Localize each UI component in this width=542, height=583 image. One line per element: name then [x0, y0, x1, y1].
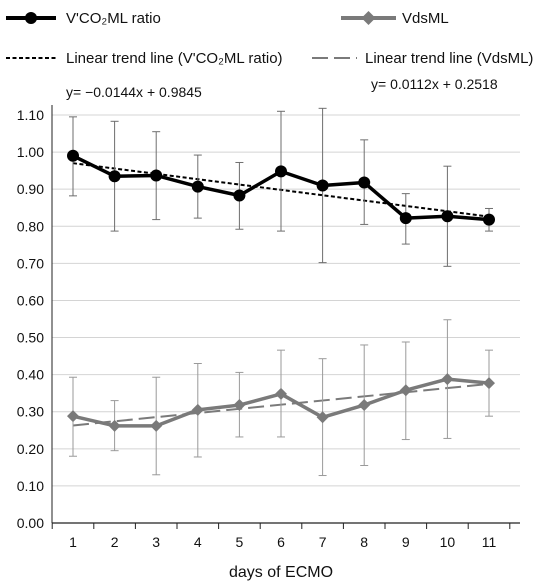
legend-swatch-vco2ml-marker [25, 12, 37, 24]
data-point-vco2ml [399, 212, 412, 225]
x-tick-label: 7 [319, 534, 327, 550]
y-tick-label: 1.00 [17, 144, 44, 160]
y-tick-label: 0.30 [17, 404, 44, 420]
legend-label-vco2ml: V'CO₂ML ratio [66, 10, 161, 27]
x-tick-label: 2 [111, 534, 119, 550]
data-point-vdsml [233, 399, 246, 412]
legend: V'CO₂ML ratio VdsML Linear trend line (V… [6, 10, 533, 67]
legend-item-vdsml: VdsML [341, 10, 449, 27]
data-point-vdsml [483, 377, 495, 390]
y-tick-label: 0.20 [17, 441, 44, 457]
legend-label-trend-vdsml: Linear trend line (VdsML) [365, 50, 533, 67]
y-tick-label: 0.90 [17, 181, 44, 197]
legend-item-trend-vco2ml: Linear trend line (V'CO₂ML ratio) [6, 50, 283, 67]
x-axis-label: days of ECMO [229, 564, 333, 581]
y-tick-label: 0.80 [17, 218, 44, 234]
data-point-vdsml [358, 399, 371, 412]
y-tick-label: 0.40 [17, 367, 44, 383]
data-point-vdsml [108, 419, 121, 432]
data-point-vco2ml [441, 210, 454, 223]
data-point-vdsml [441, 373, 454, 386]
x-tick-label: 5 [236, 534, 244, 550]
x-tick-label: 6 [277, 534, 285, 550]
data-point-vco2ml [316, 179, 329, 192]
data-point-vco2ml [191, 180, 204, 193]
y-tick-label: 0.60 [17, 292, 44, 308]
x-tick-label: 10 [440, 534, 456, 550]
y-tick-label: 0.70 [17, 255, 44, 271]
data-point-vco2ml [275, 165, 287, 178]
x-tick-label: 9 [402, 534, 410, 550]
legend-label-trend-vco2ml: Linear trend line (V'CO₂ML ratio) [66, 50, 283, 67]
data-point-vdsml [191, 403, 204, 416]
gridlines [52, 114, 520, 487]
data-point-vco2ml [108, 170, 121, 183]
y-tick-label: 0.00 [17, 515, 44, 531]
legend-swatch-vdsml-marker [361, 11, 376, 25]
x-tick-label: 8 [360, 534, 368, 550]
legend-item-trend-vdsml: Linear trend line (VdsML) [312, 50, 533, 67]
x-tick-label: 1 [69, 534, 77, 550]
y-tick-label: 0.10 [17, 478, 44, 494]
data-point-vco2ml [67, 149, 79, 162]
x-tick-label: 4 [194, 534, 202, 550]
x-tick-label: 3 [152, 534, 160, 550]
data-point-vdsml [399, 384, 412, 397]
data-point-vdsml [67, 410, 79, 423]
equation-vco2ml: y= −0.0144x + 0.9845 [66, 84, 202, 100]
data-point-vco2ml [150, 169, 163, 182]
equation-vdsml: y= 0.0112x + 0.2518 [371, 76, 498, 92]
data-point-vdsml [316, 411, 329, 424]
data-point-vco2ml [233, 189, 246, 202]
legend-label-vdsml: VdsML [402, 10, 449, 27]
y-axis: 0.00 0.10 0.20 0.30 0.40 0.50 0.60 0.70 0.80 0.90… [17, 105, 53, 531]
data-point-vdsml [150, 419, 163, 432]
data-point-vco2ml [483, 213, 495, 226]
data-point-vdsml [275, 387, 287, 400]
legend-item-vco2ml: V'CO₂ML ratio [6, 10, 161, 27]
x-tick-label: 11 [482, 534, 497, 550]
series-markers [67, 149, 495, 432]
x-axis: 1 2 3 4 5 6 7 8 9 10 11 [51, 522, 520, 550]
y-tick-label: 0.50 [17, 330, 44, 346]
y-tick-label: 1.10 [17, 107, 44, 123]
data-point-vco2ml [358, 176, 371, 189]
